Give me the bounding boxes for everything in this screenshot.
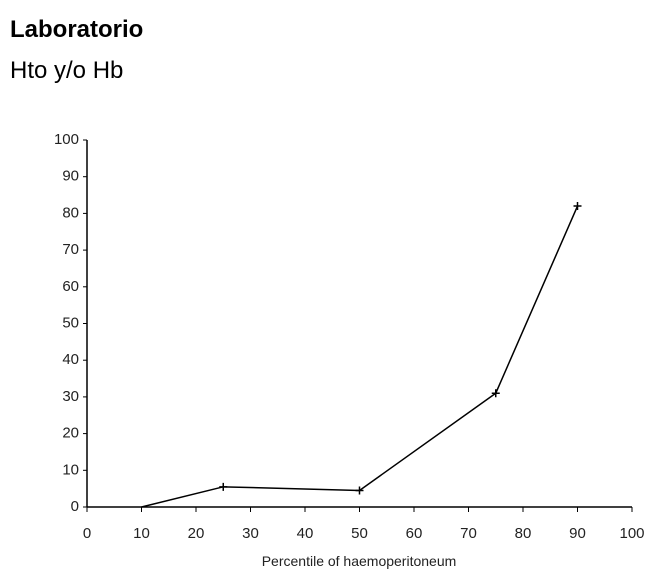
- slide-subtitle: Hto y/o Hb: [10, 57, 123, 84]
- y-tick-label: 70: [62, 241, 79, 258]
- y-tick-label: 80: [62, 204, 79, 221]
- x-tick-label: 0: [83, 525, 91, 542]
- x-tick-label: 60: [406, 525, 423, 542]
- y-tick-label: 40: [62, 351, 79, 368]
- y-tick-label: 90: [62, 168, 79, 185]
- point-marker: [219, 482, 228, 491]
- point-marker: [491, 389, 500, 398]
- data-line: [141, 205, 579, 508]
- x-tick-label: 90: [569, 525, 586, 542]
- x-tick-label: 100: [619, 525, 644, 542]
- slide-title: Laboratorio: [10, 16, 143, 43]
- y-tick-label: 100: [54, 131, 79, 148]
- x-tick-label: 40: [297, 525, 314, 542]
- point-marker: [573, 202, 582, 211]
- x-tick-label: 10: [133, 525, 150, 542]
- y-tick-label: 20: [62, 425, 79, 442]
- point-marker: [355, 486, 364, 495]
- y-tick-label: 50: [62, 314, 79, 331]
- x-tick-label: 80: [515, 525, 532, 542]
- y-tick-label: 60: [62, 278, 79, 295]
- x-tick-label: 70: [460, 525, 477, 542]
- x-tick-label: 30: [242, 525, 259, 542]
- y-tick-label: 10: [62, 461, 79, 478]
- y-tick-label: 30: [62, 388, 79, 405]
- x-axis-title: Percentile of haemoperitoneum: [262, 553, 457, 569]
- y-tick-label: 0: [71, 498, 79, 515]
- x-tick-label: 20: [188, 525, 205, 542]
- x-tick-label: 50: [351, 525, 368, 542]
